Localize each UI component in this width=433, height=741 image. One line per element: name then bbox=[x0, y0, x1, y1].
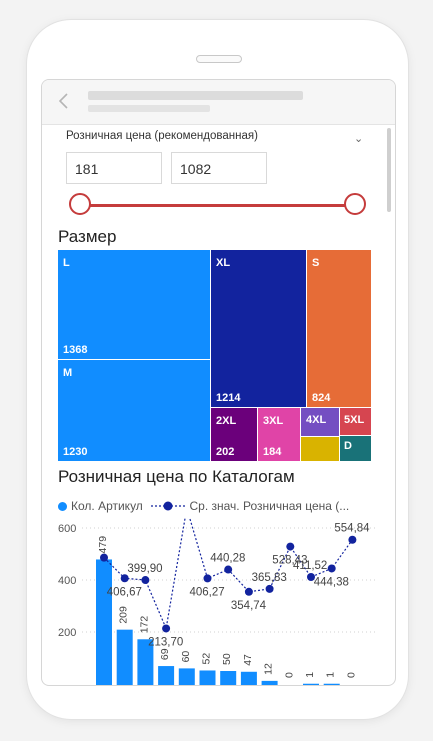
bar bbox=[323, 683, 340, 685]
treemap-tile-5xl-label-area[interactable]: 5XL bbox=[340, 408, 371, 435]
chart-legend: Кол. Артикул Ср. знач. Розничная цена (.… bbox=[58, 499, 349, 513]
line-point bbox=[307, 573, 315, 582]
treemap-tile-m[interactable]: M 1230 bbox=[58, 360, 210, 461]
treemap-tile-value: 202 bbox=[216, 446, 235, 458]
treemap-tile-xl[interactable]: XL 1214 bbox=[211, 250, 306, 407]
line-data-label: 406,67 bbox=[107, 586, 142, 598]
price-max-input[interactable]: 1082 bbox=[171, 152, 267, 184]
y-tick-label: 200 bbox=[58, 627, 76, 639]
range-slider-track[interactable] bbox=[80, 204, 356, 207]
bar bbox=[178, 668, 195, 685]
line-data-label: 440,28 bbox=[210, 553, 245, 565]
bar-data-label: 1 bbox=[304, 672, 316, 678]
treemap-tile-label: 4XL bbox=[306, 414, 327, 426]
line-point bbox=[265, 584, 274, 593]
bar bbox=[240, 671, 257, 685]
line-point bbox=[286, 542, 295, 551]
treemap-tile-label: D bbox=[344, 440, 352, 452]
bar-data-label: 52 bbox=[201, 653, 213, 665]
line-point bbox=[327, 564, 336, 573]
treemap-tile-label: 5XL bbox=[344, 414, 365, 426]
line-data-label: 528,43 bbox=[272, 555, 307, 567]
treemap-tile-label: S bbox=[312, 257, 320, 269]
line-point bbox=[203, 574, 212, 583]
treemap-title: Размер bbox=[58, 227, 117, 246]
bar bbox=[137, 639, 154, 685]
range-slider-max-handle[interactable] bbox=[344, 193, 366, 215]
price-min-input[interactable]: 181 bbox=[66, 152, 162, 184]
bar-data-label: 60 bbox=[180, 651, 192, 663]
treemap-tile-4xl[interactable]: 4XL bbox=[301, 408, 339, 436]
bar bbox=[96, 559, 112, 685]
line-data-label: 213,70 bbox=[148, 636, 183, 648]
y-tick-label: 400 bbox=[58, 575, 76, 587]
report-subtitle-placeholder bbox=[88, 105, 210, 112]
bar-data-label: 50 bbox=[221, 653, 233, 665]
line-data-label: 406,27 bbox=[190, 586, 225, 598]
treemap-tile-l[interactable]: L 1368 bbox=[58, 250, 210, 359]
chevron-down-icon[interactable]: ⌄ bbox=[354, 133, 364, 145]
bar-data-label: 12 bbox=[263, 663, 275, 675]
treemap-tile-value: 1368 bbox=[63, 344, 88, 356]
bar bbox=[199, 670, 216, 685]
treemap-tile-label: XL bbox=[216, 257, 231, 269]
bar-data-label: 172 bbox=[138, 616, 150, 634]
bar-data-label: 479 bbox=[97, 536, 109, 554]
treemap-tile-s[interactable]: S 824 bbox=[307, 250, 371, 407]
bar-data-label: 1 bbox=[325, 672, 337, 678]
treemap-tile-value: 824 bbox=[312, 392, 331, 404]
line-data-label: 444,38 bbox=[314, 576, 349, 588]
range-slider-min-handle[interactable] bbox=[69, 193, 91, 215]
report-screen: Розничная цена (рекомендованная) ⌄ 181 1… bbox=[41, 79, 396, 686]
bar-data-label: 209 bbox=[118, 606, 130, 624]
bar bbox=[220, 671, 237, 685]
line-point bbox=[100, 553, 108, 562]
line-point bbox=[348, 535, 357, 544]
line-point bbox=[224, 565, 233, 574]
legend-bar-label: Кол. Артикул bbox=[71, 499, 143, 513]
bar-data-label: 0 bbox=[283, 672, 295, 678]
bar-data-label: 0 bbox=[345, 672, 357, 678]
phone-speaker bbox=[196, 55, 242, 63]
chart-title: Розничная цена по Каталогам bbox=[58, 467, 295, 486]
top-bar bbox=[42, 80, 395, 125]
bar-data-label: 69 bbox=[159, 648, 171, 660]
line-point bbox=[162, 624, 171, 633]
line-data-label: 411,52 bbox=[293, 560, 327, 572]
treemap-tile-value: 1214 bbox=[216, 392, 241, 404]
treemap-tile-label: 2XL bbox=[216, 415, 237, 427]
back-arrow-icon[interactable] bbox=[58, 93, 70, 109]
treemap-tile-label: L bbox=[63, 257, 70, 269]
line-data-label: 354,74 bbox=[231, 600, 267, 612]
treemap-tile-value: 1230 bbox=[63, 446, 88, 458]
bar bbox=[116, 629, 133, 685]
line-data-label: 399,90 bbox=[127, 563, 162, 575]
bar bbox=[261, 680, 278, 685]
line-point bbox=[244, 587, 253, 596]
line-point bbox=[141, 576, 150, 585]
bar bbox=[158, 666, 175, 685]
slicer-title: Розничная цена (рекомендованная) bbox=[66, 130, 258, 142]
treemap-tile-5xl[interactable] bbox=[301, 437, 339, 461]
line-point bbox=[120, 574, 129, 583]
treemap-tile-label: 3XL bbox=[263, 415, 284, 427]
treemap-tile-2xl[interactable]: 2XL 202 bbox=[211, 408, 257, 461]
line-data-label: 554,84 bbox=[334, 523, 370, 535]
legend-line-label: Ср. знач. Розничная цена (... bbox=[189, 499, 350, 513]
line-data-label: 365,83 bbox=[252, 572, 287, 584]
bar bbox=[303, 683, 319, 685]
treemap-tile-value: 184 bbox=[263, 446, 282, 458]
legend-bar-marker bbox=[58, 502, 67, 511]
treemap-tile-3xl[interactable]: 3XL 184 bbox=[258, 408, 300, 461]
scrollbar[interactable] bbox=[387, 128, 391, 212]
catalog-combo-chart: 600 400 200 479 209 172 69 60 52 50 47 12 0 1 1 0 406,67… bbox=[58, 518, 377, 685]
treemap-tile-d[interactable]: D bbox=[340, 436, 371, 461]
y-tick-label: 600 bbox=[58, 523, 76, 535]
report-title-placeholder bbox=[88, 91, 303, 100]
legend-line-marker bbox=[151, 501, 186, 511]
treemap-tile-label: M bbox=[63, 367, 73, 379]
bar-data-label: 47 bbox=[242, 654, 254, 666]
